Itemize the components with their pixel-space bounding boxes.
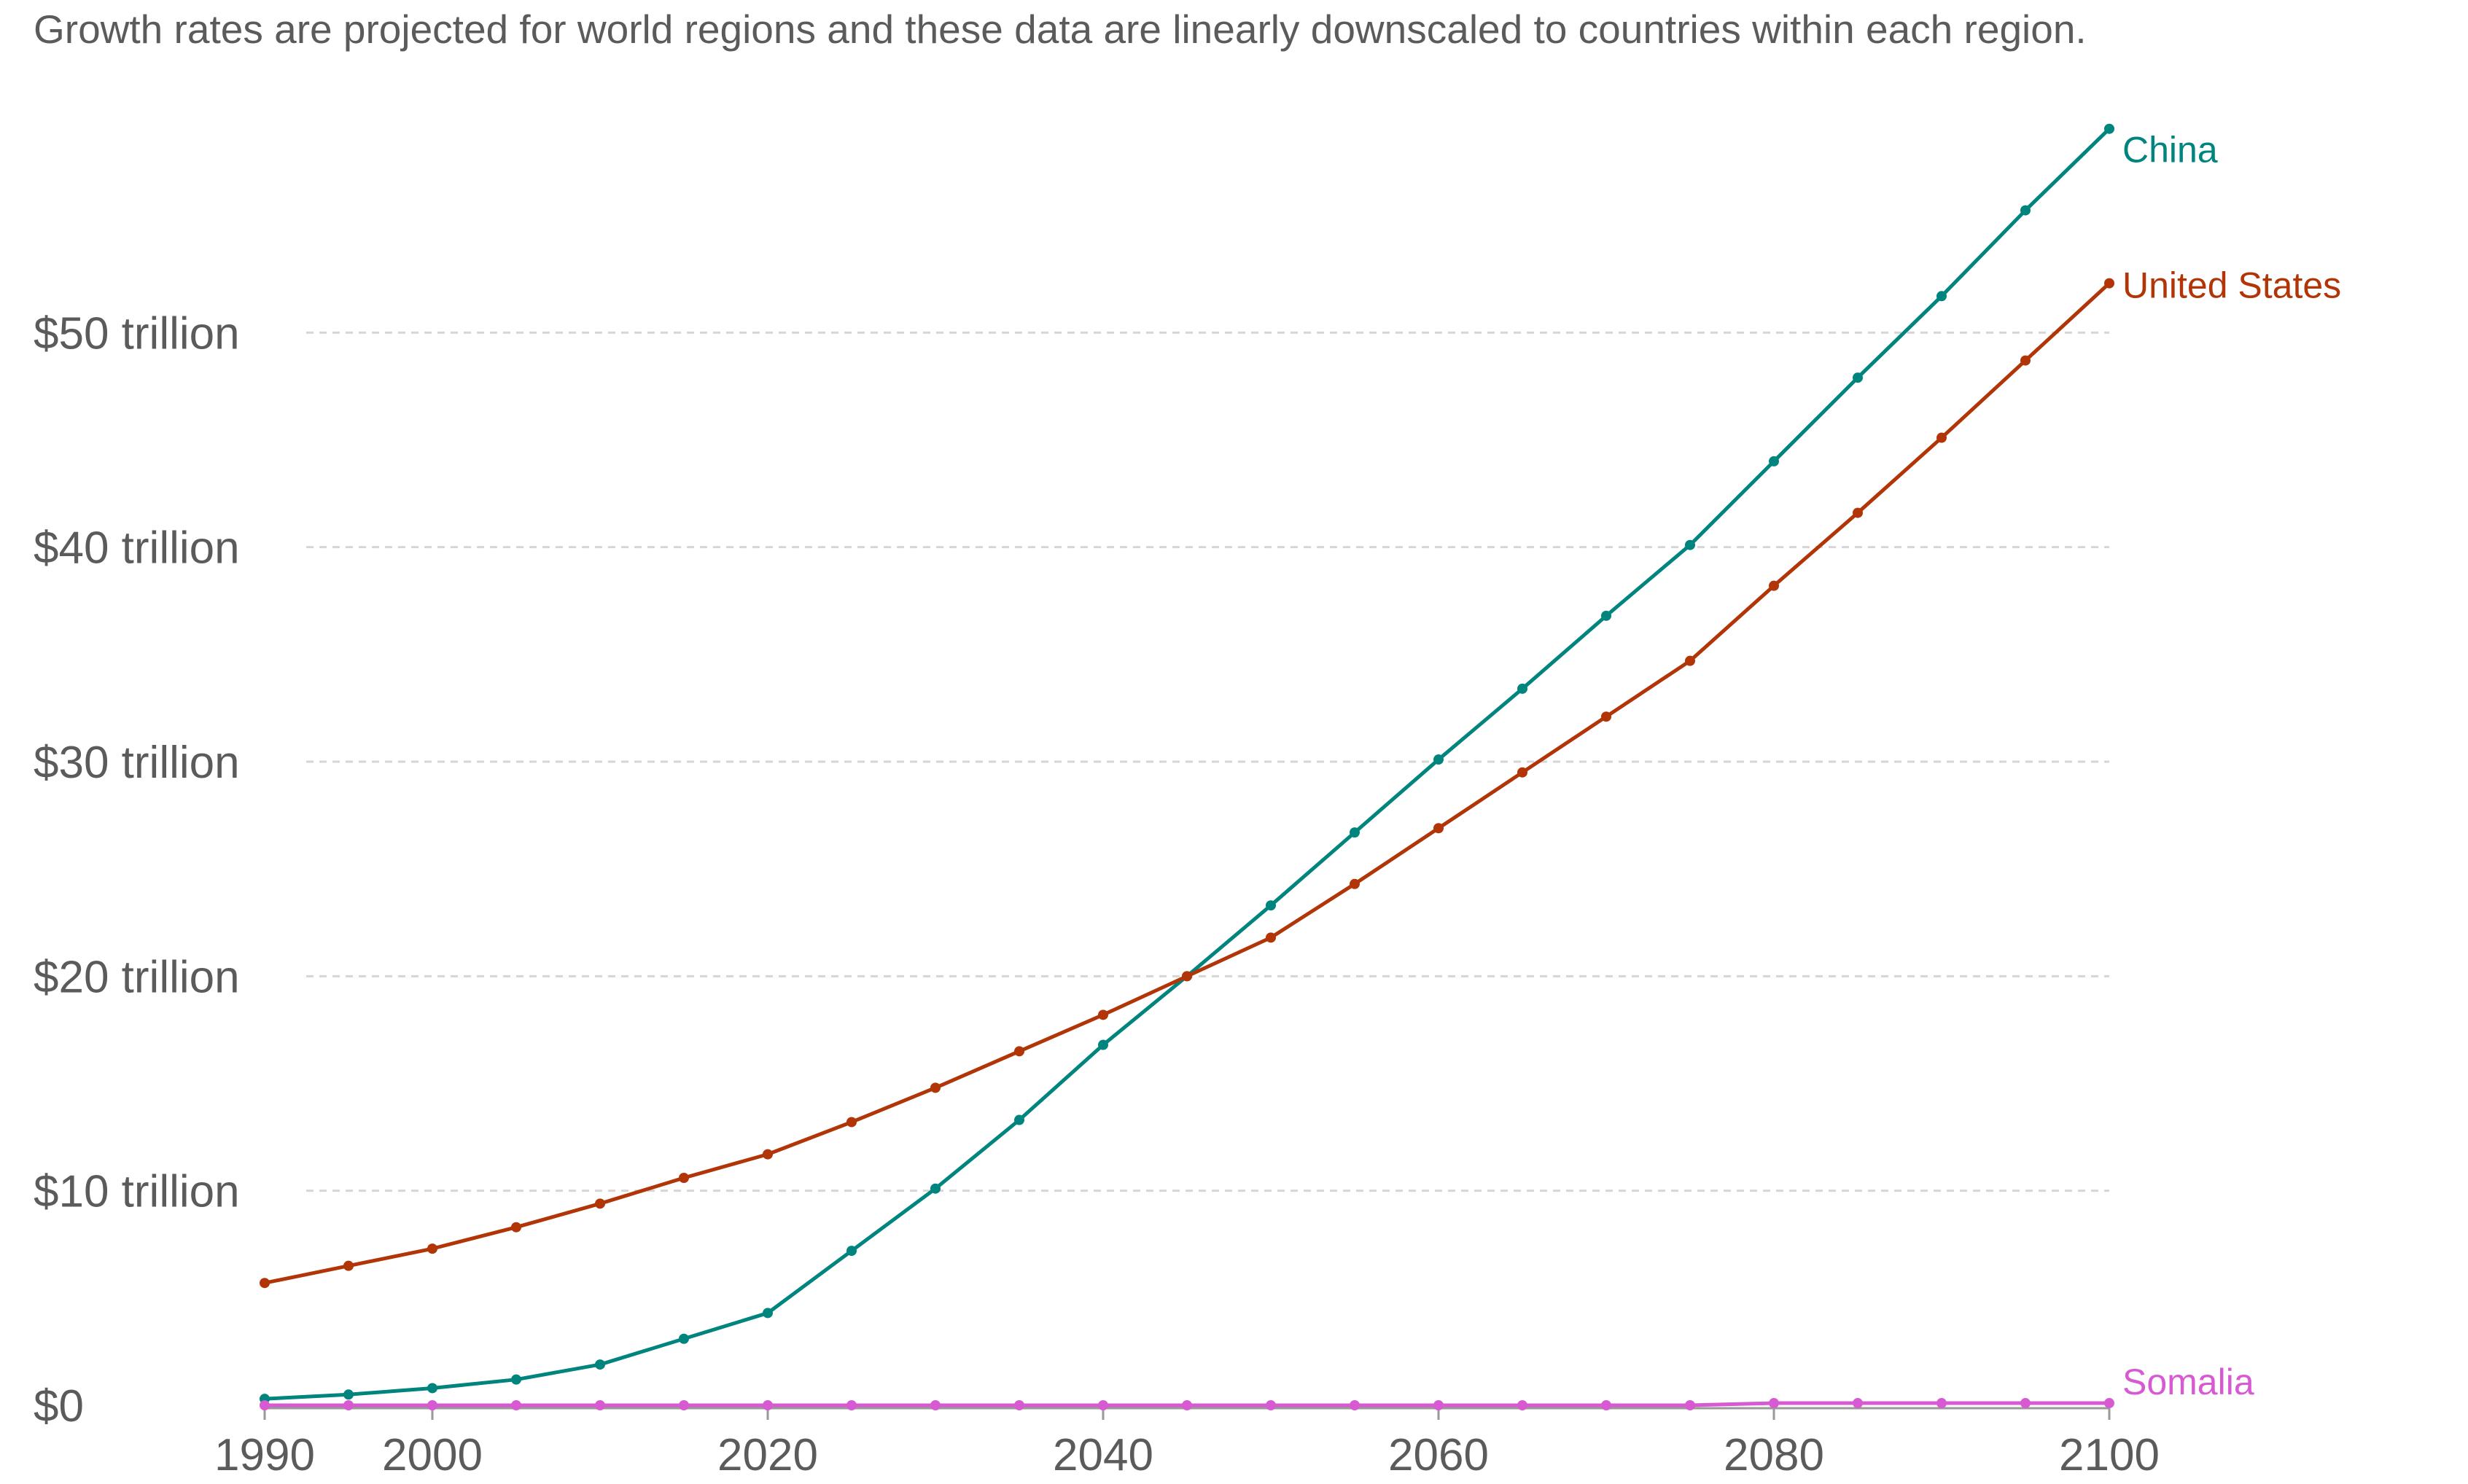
data-point <box>1350 827 1360 838</box>
data-point <box>1769 456 1779 466</box>
data-point <box>1266 932 1276 943</box>
data-point <box>595 1400 605 1410</box>
data-point <box>679 1333 689 1344</box>
data-point <box>1685 655 1695 666</box>
data-point <box>1517 1400 1527 1410</box>
data-point <box>1014 1400 1024 1410</box>
x-tick-label: 2080 <box>1724 1430 1824 1480</box>
data-point <box>2020 355 2031 366</box>
series-line <box>264 281 2111 1285</box>
data-point <box>2020 1398 2031 1409</box>
y-tick-label: $50 trillion <box>34 308 240 359</box>
data-point <box>1853 372 1863 383</box>
y-tick-label: $20 trillion <box>34 952 240 1002</box>
data-point <box>1936 291 1947 302</box>
data-point <box>846 1117 857 1128</box>
series-labels: China United States Somalia <box>2122 130 2341 1402</box>
data-point <box>763 1149 773 1160</box>
series-label: United States <box>2122 265 2341 306</box>
data-point <box>1853 1398 1863 1409</box>
data-point <box>1098 1009 1108 1020</box>
data-point <box>1014 1114 1024 1125</box>
data-point <box>511 1374 521 1385</box>
x-tick-label: 2040 <box>1053 1430 1153 1480</box>
data-point <box>343 1260 354 1271</box>
data-point <box>1266 1400 1276 1410</box>
x-tick-label: 2020 <box>717 1430 818 1480</box>
data-point <box>1182 1400 1192 1410</box>
data-point <box>1601 711 1611 722</box>
data-point <box>2104 1398 2114 1409</box>
y-axis-ticks: $0 $10 trillion $20 trillion $30 trillion $4… <box>34 308 240 1432</box>
data-point <box>1098 1039 1108 1050</box>
data-point <box>1936 432 1947 443</box>
data-point <box>1098 1400 1108 1410</box>
series-united-states <box>260 278 2114 1289</box>
grid-lines <box>306 331 2109 1192</box>
x-tick-label: 1990 <box>214 1430 315 1480</box>
data-point <box>595 1198 605 1209</box>
chart-subtitle: Growth rates are projected for world reg… <box>34 7 2087 52</box>
series-label: Somalia <box>2122 1362 2254 1402</box>
data-point <box>511 1222 521 1233</box>
data-point <box>1433 754 1444 765</box>
data-point <box>1685 539 1695 550</box>
data-point <box>930 1400 941 1410</box>
data-point <box>427 1243 437 1254</box>
x-tick-label: 2000 <box>382 1430 483 1480</box>
data-point <box>1601 610 1611 621</box>
data-point <box>1350 1400 1360 1410</box>
y-tick-label: $0 <box>34 1381 84 1432</box>
data-point <box>1517 767 1527 778</box>
data-point <box>1601 1400 1611 1410</box>
series-somalia <box>260 1398 2114 1410</box>
data-point <box>1350 878 1360 889</box>
data-point <box>1014 1046 1024 1057</box>
data-point <box>930 1082 941 1093</box>
series-lines <box>260 123 2114 1410</box>
y-tick-label: $10 trillion <box>34 1167 240 1217</box>
x-tick-label: 2100 <box>2059 1430 2160 1480</box>
data-point <box>2104 123 2114 134</box>
data-point <box>2104 278 2114 289</box>
data-point <box>343 1400 354 1410</box>
series-china <box>260 123 2114 1405</box>
data-point <box>930 1183 941 1194</box>
data-point <box>2020 205 2031 216</box>
data-point <box>1769 1398 1779 1409</box>
data-point <box>260 1400 270 1410</box>
data-point <box>427 1400 437 1410</box>
data-point <box>1433 823 1444 834</box>
data-point <box>511 1400 521 1410</box>
data-point <box>763 1308 773 1319</box>
data-point <box>1266 900 1276 911</box>
data-point <box>1182 971 1192 982</box>
data-point <box>595 1359 605 1370</box>
x-tick-label: 2060 <box>1388 1430 1489 1480</box>
data-point <box>1433 1400 1444 1410</box>
data-point <box>427 1383 437 1394</box>
series-line <box>264 127 2111 1401</box>
x-axis-ticks: 1990 2000 2020 2040 2060 2080 2100 <box>214 1407 2160 1480</box>
y-tick-label: $40 trillion <box>34 523 240 574</box>
data-point <box>343 1389 354 1400</box>
data-point <box>679 1400 689 1410</box>
data-point <box>1853 507 1863 518</box>
data-point <box>679 1173 689 1184</box>
data-point <box>1936 1398 1947 1409</box>
data-point <box>260 1278 270 1289</box>
data-point <box>846 1400 857 1410</box>
data-point <box>1517 683 1527 694</box>
data-point <box>846 1246 857 1257</box>
data-point <box>1685 1400 1695 1410</box>
series-label: China <box>2122 130 2218 171</box>
y-tick-label: $30 trillion <box>34 738 240 788</box>
data-point <box>763 1400 773 1410</box>
data-point <box>1769 580 1779 591</box>
